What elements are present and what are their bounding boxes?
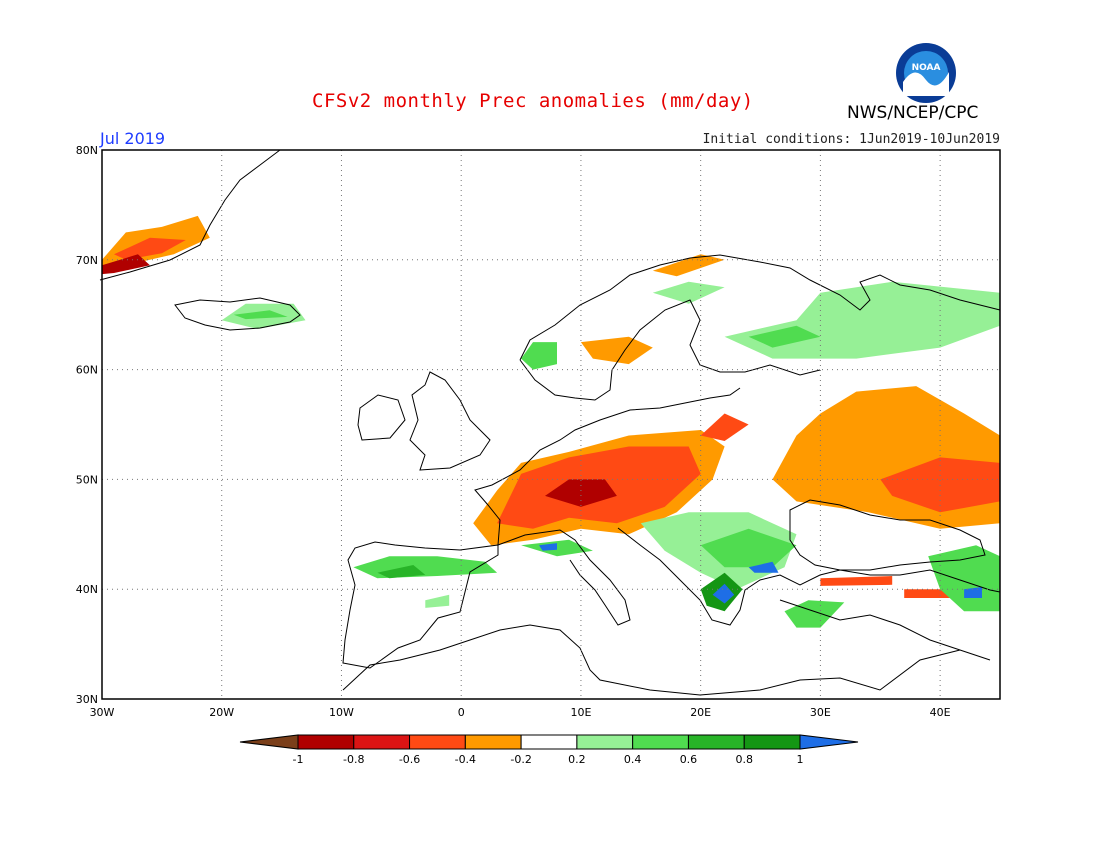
map-frame bbox=[101, 149, 1001, 700]
anomaly-region-iberia-wet bbox=[353, 556, 498, 579]
noaa-logo-icon: NOAA bbox=[896, 43, 956, 103]
coastline-north-africa bbox=[342, 624, 961, 696]
legend-swatch bbox=[743, 734, 801, 750]
anomaly-region-iceland-wetter bbox=[233, 310, 288, 320]
coastline-iceland bbox=[174, 297, 301, 331]
legend-swatch bbox=[520, 734, 578, 750]
coastline-turkey bbox=[779, 599, 991, 661]
axis-labels: 30W 20W 10W 0 10E 20E 30E 40E 30N 40N 50N 60N 70N 80N bbox=[76, 144, 951, 719]
coastline-scandinavia bbox=[519, 254, 1001, 361]
lon-tick-label: 10W bbox=[329, 706, 354, 719]
legend-arrow-high bbox=[799, 734, 859, 750]
lon-tick-label: 40E bbox=[930, 706, 951, 719]
lat-tick-label: 30N bbox=[76, 693, 98, 706]
anomaly-region-balkans-wetter bbox=[700, 528, 797, 568]
anomaly-region-western-russia-drier bbox=[880, 457, 1000, 513]
coastline-black-sea bbox=[789, 499, 986, 571]
coastlines bbox=[99, 149, 1001, 696]
legend-swatch bbox=[409, 734, 466, 750]
anomaly-region-central-europe-driest bbox=[545, 479, 617, 507]
coastline-balkans bbox=[617, 527, 1001, 626]
anomaly-region-caucasus-blue bbox=[964, 587, 982, 598]
anomaly-region-thrace-blue bbox=[748, 561, 779, 573]
coastline-britain bbox=[409, 371, 491, 471]
legend-swatch bbox=[353, 734, 411, 750]
anomaly-region-russia-north-wet bbox=[724, 281, 1000, 359]
lat-tick-label: 70N bbox=[76, 254, 98, 267]
color-legend: -1 -0.8 -0.6 -0.4 -0.2 0.2 0.4 0.6 0.8 1 bbox=[239, 734, 859, 766]
lat-tick-label: 80N bbox=[76, 144, 98, 157]
coastline-greenland bbox=[99, 149, 281, 281]
lon-tick-label: 30W bbox=[90, 706, 115, 719]
coastline-iberia bbox=[342, 541, 499, 669]
lon-tick-label: 0 bbox=[458, 706, 465, 719]
anomaly-region-iberia-south-wet bbox=[425, 594, 450, 608]
legend-swatch bbox=[576, 734, 634, 750]
legend-swatch bbox=[632, 734, 689, 750]
anomaly-region-greenland-east-drier bbox=[114, 237, 186, 260]
lon-tick-label: 10E bbox=[570, 706, 591, 719]
anomaly-region-norway-dry-patch bbox=[580, 336, 653, 365]
legend-label: -0.8 bbox=[343, 753, 364, 766]
anomaly-regions bbox=[102, 215, 1000, 628]
lon-tick-label: 20W bbox=[209, 706, 234, 719]
lon-tick-label: 20E bbox=[690, 706, 711, 719]
legend-label: 0.2 bbox=[568, 753, 586, 766]
legend-arrow-low bbox=[239, 734, 299, 750]
map-title: CFSv2 monthly Prec anomalies (mm/day) bbox=[312, 90, 754, 112]
legend-swatch bbox=[464, 734, 522, 750]
lat-tick-label: 40N bbox=[76, 583, 98, 596]
legend-label: 0.6 bbox=[680, 753, 698, 766]
initial-conditions: Initial conditions: 1Jun2019-10Jun2019 bbox=[702, 132, 1000, 147]
legend-label: 1 bbox=[797, 753, 804, 766]
legend-label: 0.4 bbox=[624, 753, 642, 766]
anomaly-region-italy-blue bbox=[539, 543, 557, 551]
anomaly-region-turkey-south-dry bbox=[820, 576, 893, 586]
legend-label: -1 bbox=[293, 753, 304, 766]
legend-label: 0.8 bbox=[735, 753, 753, 766]
coastline-italy bbox=[497, 529, 631, 626]
forecast-month: Jul 2019 bbox=[100, 129, 166, 148]
coastline-sweden-baltic bbox=[519, 299, 821, 401]
legend-label: -0.6 bbox=[399, 753, 420, 766]
legend-swatch bbox=[297, 734, 355, 750]
lon-tick-label: 30E bbox=[810, 706, 831, 719]
anomaly-region-baltic-dry bbox=[700, 413, 749, 441]
anomaly-region-scandinavia-dry-north bbox=[652, 254, 725, 277]
agency-label: NWS/NCEP/CPC bbox=[847, 103, 979, 123]
legend-label: -0.2 bbox=[510, 753, 531, 766]
anomaly-region-greenland-coast-driest bbox=[102, 254, 150, 275]
anomaly-region-finland-north-wet bbox=[652, 281, 725, 304]
anomaly-region-anatolia-wet bbox=[784, 600, 845, 628]
lat-tick-label: 60N bbox=[76, 364, 98, 377]
anomaly-region-russia-north-wetter bbox=[748, 325, 821, 348]
noaa-logo-text: NOAA bbox=[912, 63, 941, 73]
coastline-ireland bbox=[357, 394, 406, 441]
lat-tick-label: 50N bbox=[76, 473, 98, 486]
anomaly-region-caucasus-wet bbox=[928, 545, 1000, 612]
coastline-western-europe bbox=[474, 387, 741, 546]
anomaly-region-iberia-wetter bbox=[377, 565, 426, 579]
legend-swatch bbox=[687, 734, 745, 750]
legend-label: -0.4 bbox=[455, 753, 476, 766]
anomaly-region-greece-blue bbox=[712, 583, 735, 604]
anomaly-region-norway-coast-wet bbox=[521, 342, 557, 370]
